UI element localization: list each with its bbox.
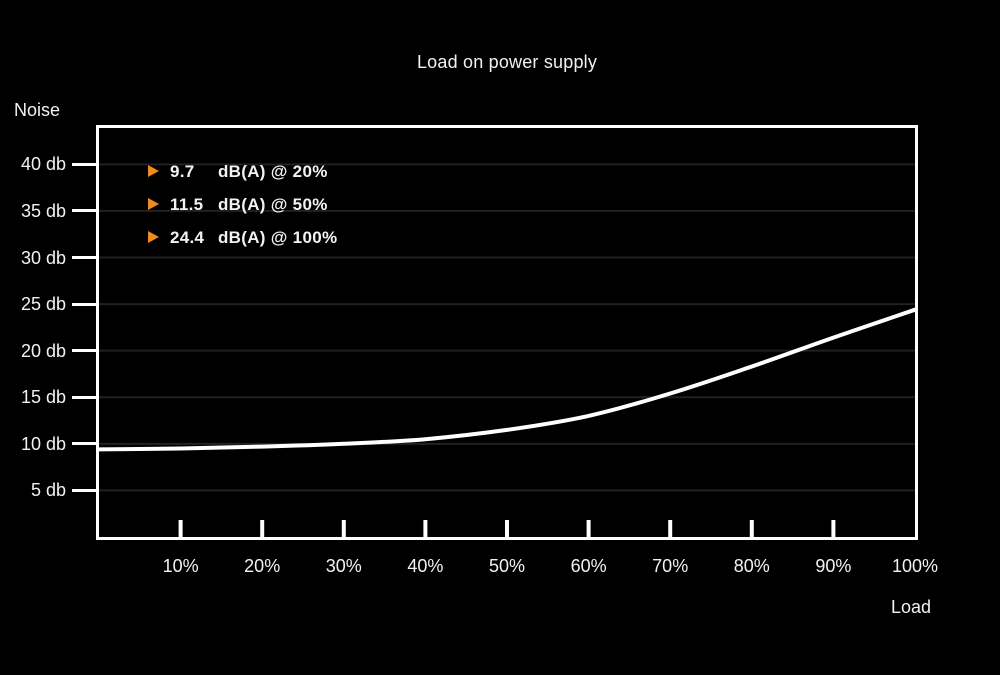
x-tick-mark [423, 520, 428, 537]
legend-value: 9.7 [170, 162, 195, 181]
triangle-marker-icon [148, 198, 159, 210]
x-tick-label: 80% [733, 556, 770, 576]
legend-item: 24.4 dB(A) @ 100% [148, 228, 338, 247]
x-tick-label: 90% [815, 556, 852, 576]
y-tick-label: 5 db [30, 480, 66, 501]
plot-area [96, 125, 918, 540]
legend-item: 9.7 dB(A) @ 20% [148, 162, 337, 181]
y-tick-label: 30 db [20, 247, 66, 268]
triangle-marker-icon [148, 165, 159, 177]
x-tick-mark [260, 520, 265, 537]
y-tick-mark [72, 256, 97, 259]
x-tick-label: 30% [325, 556, 362, 576]
y-tick-label: 10 db [20, 433, 66, 454]
legend-value: 11.5 [170, 195, 204, 214]
y-tick-mark [72, 162, 97, 166]
x-tick-label: 20% [244, 556, 281, 576]
legend-label: dB(A) @ 50% [218, 195, 328, 214]
x-tick-mark [586, 520, 591, 537]
x-tick-label: 100% [891, 556, 939, 576]
y-tick-mark [72, 349, 97, 353]
noise-curve-canvas [99, 163, 915, 537]
x-tick-mark [341, 520, 346, 537]
x-tick-label: 70% [652, 556, 689, 576]
y-tick-mark [72, 209, 97, 213]
y-tick-label: 20 db [20, 340, 66, 361]
legend-item: 11.5 dB(A) @ 50% [148, 195, 337, 214]
x-tick-mark [505, 520, 509, 537]
x-tick-label: 10% [162, 556, 199, 576]
y-tick-label: 25 db [20, 294, 66, 315]
noise-curve [99, 307, 915, 452]
y-axis-label: Noise [14, 100, 61, 120]
y-tick-label: 40 db [20, 154, 66, 175]
x-tick-label: 50% [488, 556, 526, 576]
y-tick-label: 15 db [20, 387, 66, 408]
y-tick-mark [72, 442, 97, 446]
legend-value: 24.4 [170, 228, 205, 247]
x-tick-label: 60% [570, 556, 607, 576]
y-tick-label: 35 db [20, 200, 66, 221]
x-tick-mark [831, 520, 836, 537]
x-tick-mark [749, 520, 754, 537]
triangle-marker-icon [148, 231, 159, 243]
x-tick-mark [668, 520, 673, 537]
x-axis-label: Load [890, 597, 932, 617]
x-tick-label: 40% [407, 556, 444, 576]
legend-label: dB(A) @ 20% [218, 162, 328, 181]
legend-label: dB(A) @ 100% [218, 228, 338, 247]
x-tick-mark [178, 520, 183, 537]
y-tick-mark [72, 488, 97, 492]
y-tick-mark [72, 302, 97, 306]
legend: 9.7 dB(A) @ 20% 11.5 dB(A) @ 50% 24.4 dB… [148, 162, 337, 261]
chart-title: Load on power supply [416, 52, 598, 72]
y-tick-mark [72, 395, 97, 399]
